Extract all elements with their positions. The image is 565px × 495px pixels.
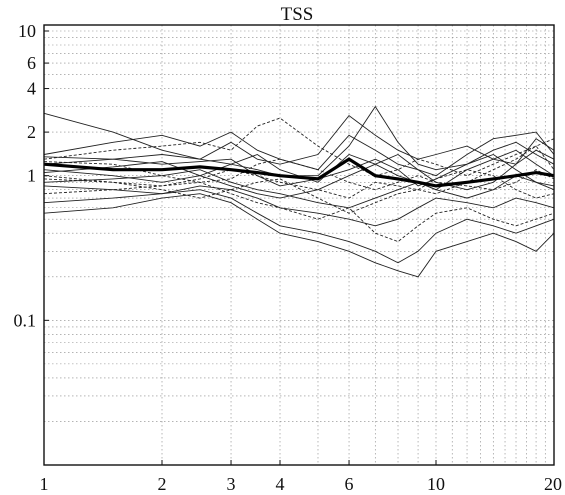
x-tick-label: 1 [40, 474, 49, 494]
x-tick-label: 2 [158, 474, 167, 494]
y-axis: 0.1 1 2 4 6 10 [14, 21, 49, 330]
series-line-8 [43, 185, 555, 227]
series-line-9 [43, 181, 555, 243]
x-tick-label: 4 [276, 474, 285, 494]
y-tick-label: 1 [27, 166, 36, 186]
mean-series-line [43, 157, 555, 188]
series-line-6 [43, 145, 555, 199]
grid [43, 25, 555, 466]
x-tick-label: 6 [345, 474, 354, 494]
series-line-15 [43, 169, 555, 214]
y-tick-label: 4 [27, 79, 36, 99]
series-line-4 [43, 114, 555, 165]
plot-frame [43, 24, 555, 466]
series-line-1 [43, 112, 555, 191]
series-layer [43, 105, 555, 278]
x-tick-label: 10 [427, 474, 445, 494]
series-line-13 [43, 153, 555, 191]
y-tick-label: 10 [18, 21, 36, 41]
series-line-2 [43, 131, 555, 177]
series-line-10 [43, 189, 555, 264]
series-line-7 [43, 169, 555, 209]
x-tick-label: 20 [544, 474, 562, 494]
y-tick-label: 0.1 [14, 310, 37, 330]
series-line-5 [43, 105, 555, 183]
y-tick-label: 2 [27, 122, 36, 142]
y-tick-label: 6 [27, 53, 36, 73]
chart-title: TSS [281, 4, 314, 25]
x-tick-label: 3 [227, 474, 236, 494]
series-line-12 [43, 158, 555, 191]
series-line-11 [43, 193, 555, 278]
series-line-3 [43, 117, 555, 177]
x-axis: 1 2 3 4 6 10 20 [40, 460, 562, 494]
